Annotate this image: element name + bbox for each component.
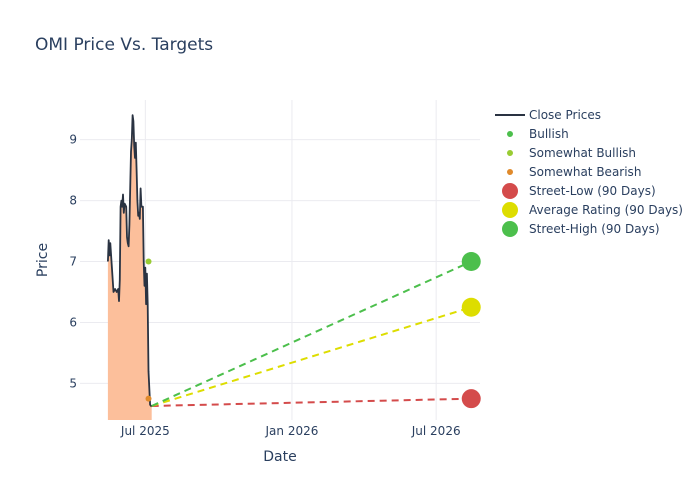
x-tick-label: Jan 2026 [265, 424, 319, 438]
line-layer [107, 114, 153, 408]
target-marker-1 [461, 297, 481, 317]
chart-title: OMI Price Vs. Targets [35, 35, 213, 55]
target-marker-2 [461, 252, 481, 272]
legend-swatch [502, 221, 518, 237]
area-layer [107, 115, 152, 420]
target-layer [151, 252, 481, 409]
legend-swatch [507, 169, 513, 175]
x-tick-label: Jul 2026 [411, 424, 461, 438]
x-axis-title: Date [263, 449, 296, 465]
legend-label: Bullish [529, 127, 569, 141]
legend-swatch [507, 131, 513, 137]
legend-label: Street-High (90 Days) [529, 222, 660, 236]
y-axis-ticks: 5 6 7 8 9 [69, 133, 77, 391]
close-price-line [107, 114, 153, 408]
x-tick-label: Jul 2025 [120, 424, 170, 438]
close-price-area [107, 115, 152, 420]
legend-label: Close Prices [529, 108, 601, 122]
y-tick-label: 9 [69, 133, 77, 147]
rating-marker-2 [145, 395, 152, 402]
legend-label: Street-Low (90 Days) [529, 184, 656, 198]
y-tick-label: 8 [69, 194, 77, 208]
y-tick-label: 6 [69, 315, 77, 329]
target-line-2 [151, 260, 472, 407]
y-tick-label: 7 [69, 255, 77, 269]
target-line-1 [151, 306, 472, 407]
legend-swatch [502, 183, 518, 199]
legend-swatch [502, 202, 518, 218]
y-tick-label: 5 [69, 376, 77, 390]
target-line-0 [151, 397, 472, 407]
rating-marker-1 [145, 258, 152, 265]
marker-layer [145, 258, 152, 402]
y-axis-title: Price [35, 243, 51, 277]
legend-label: Somewhat Bullish [529, 146, 636, 160]
legend-label: Average Rating (90 Days) [529, 203, 683, 217]
x-axis-ticks: Jul 2025 Jan 2026 Jul 2026 [120, 424, 461, 438]
legend-swatch [507, 150, 513, 156]
legend-label: Somewhat Bearish [529, 165, 641, 179]
target-marker-0 [461, 389, 481, 409]
legend: Close Prices Bullish Somewhat Bullish Somew… [495, 108, 683, 237]
